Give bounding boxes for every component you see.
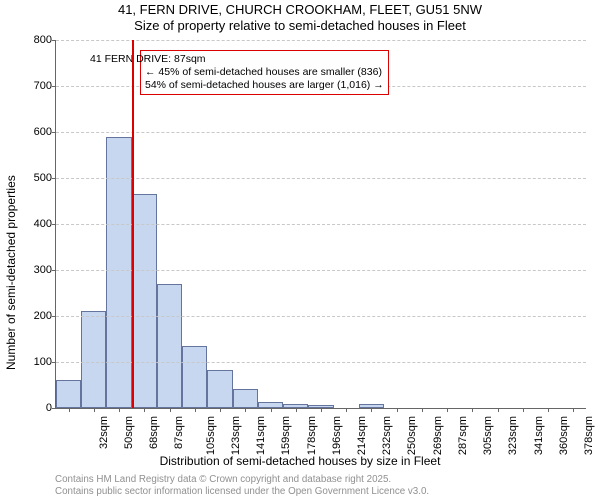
gridline <box>56 270 586 271</box>
histogram-bar <box>207 370 232 408</box>
x-tick-mark <box>94 408 95 412</box>
y-tick-mark <box>52 224 56 225</box>
gridline <box>56 316 586 317</box>
y-axis-ticks: 0100200300400500600700800 <box>0 40 55 408</box>
y-tick-mark <box>52 408 56 409</box>
x-tick-mark <box>220 408 221 412</box>
gridline <box>56 224 586 225</box>
histogram-bar <box>157 284 182 408</box>
x-tick-label: 287sqm <box>457 416 469 455</box>
annotation-line-2: 54% of semi-detached houses are larger (… <box>145 79 384 92</box>
x-tick-label: 214sqm <box>356 416 368 455</box>
x-tick-label: 196sqm <box>331 416 343 455</box>
x-tick-mark <box>245 408 246 412</box>
gridline <box>56 362 586 363</box>
y-tick-label: 100 <box>34 356 52 368</box>
x-tick-label: 68sqm <box>148 416 160 449</box>
x-tick-label: 305sqm <box>482 416 494 455</box>
x-tick-mark <box>397 408 398 412</box>
y-tick-mark <box>52 86 56 87</box>
x-tick-mark <box>346 408 347 412</box>
x-tick-label: 378sqm <box>583 416 595 455</box>
x-tick-label: 123sqm <box>230 416 242 455</box>
annotation-line-1: ← 45% of semi-detached houses are smalle… <box>145 66 384 79</box>
x-tick-mark <box>321 408 322 412</box>
marker-line <box>132 40 134 408</box>
x-tick-mark <box>170 408 171 412</box>
x-tick-mark <box>573 408 574 412</box>
histogram-bar <box>233 389 258 408</box>
y-tick-label: 400 <box>34 218 52 230</box>
y-tick-label: 300 <box>34 264 52 276</box>
x-tick-label: 141sqm <box>255 416 267 455</box>
y-tick-mark <box>52 40 56 41</box>
chart-title: 41, FERN DRIVE, CHURCH CROOKHAM, FLEET, … <box>0 2 600 34</box>
x-tick-label: 323sqm <box>508 416 520 455</box>
y-tick-mark <box>52 132 56 133</box>
annotation-box: 41 FERN DRIVE: 87sqm ← 45% of semi-detac… <box>140 50 389 95</box>
x-tick-mark <box>371 408 372 412</box>
x-tick-mark <box>498 408 499 412</box>
x-tick-mark <box>422 408 423 412</box>
y-tick-mark <box>52 270 56 271</box>
x-tick-label: 87sqm <box>173 416 185 449</box>
x-tick-mark <box>296 408 297 412</box>
y-tick-label: 700 <box>34 80 52 92</box>
x-tick-label: 232sqm <box>381 416 393 455</box>
x-tick-mark <box>195 408 196 412</box>
x-tick-mark <box>447 408 448 412</box>
x-tick-mark <box>548 408 549 412</box>
x-tick-mark <box>472 408 473 412</box>
x-tick-mark <box>144 408 145 412</box>
x-tick-label: 50sqm <box>123 416 135 449</box>
y-tick-label: 500 <box>34 172 52 184</box>
histogram-bar <box>132 194 157 408</box>
gridline <box>56 132 586 133</box>
y-tick-mark <box>52 178 56 179</box>
x-tick-label: 159sqm <box>280 416 292 455</box>
title-line-1: 41, FERN DRIVE, CHURCH CROOKHAM, FLEET, … <box>0 2 600 18</box>
y-tick-label: 600 <box>34 126 52 138</box>
x-tick-mark <box>523 408 524 412</box>
histogram-bar <box>56 380 81 408</box>
plot-area: 41 FERN DRIVE: 87sqm ← 45% of semi-detac… <box>55 40 586 409</box>
x-tick-label: 341sqm <box>533 416 545 455</box>
y-tick-label: 200 <box>34 310 52 322</box>
attribution-text: Contains HM Land Registry data © Crown c… <box>55 474 429 498</box>
x-tick-label: 105sqm <box>205 416 217 455</box>
gridline <box>56 40 586 41</box>
x-tick-label: 360sqm <box>558 416 570 455</box>
attribution-line-2: Contains public sector information licen… <box>55 486 429 498</box>
x-tick-mark <box>119 408 120 412</box>
x-tick-label: 269sqm <box>432 416 444 455</box>
gridline <box>56 178 586 179</box>
annotation-header: 41 FERN DRIVE: 87sqm <box>90 53 384 66</box>
x-tick-label: 250sqm <box>407 416 419 455</box>
x-axis-label: Distribution of semi-detached houses by … <box>0 454 600 468</box>
x-tick-mark <box>271 408 272 412</box>
y-tick-label: 800 <box>34 34 52 46</box>
x-tick-label: 178sqm <box>306 416 318 455</box>
y-tick-mark <box>52 316 56 317</box>
x-tick-mark <box>69 408 70 412</box>
x-tick-label: 32sqm <box>98 416 110 449</box>
title-line-2: Size of property relative to semi-detach… <box>0 18 600 34</box>
histogram-bar <box>182 346 207 408</box>
histogram-bar <box>81 311 106 408</box>
histogram-chart: 41, FERN DRIVE, CHURCH CROOKHAM, FLEET, … <box>0 0 600 500</box>
y-tick-mark <box>52 362 56 363</box>
attribution-line-1: Contains HM Land Registry data © Crown c… <box>55 474 429 486</box>
